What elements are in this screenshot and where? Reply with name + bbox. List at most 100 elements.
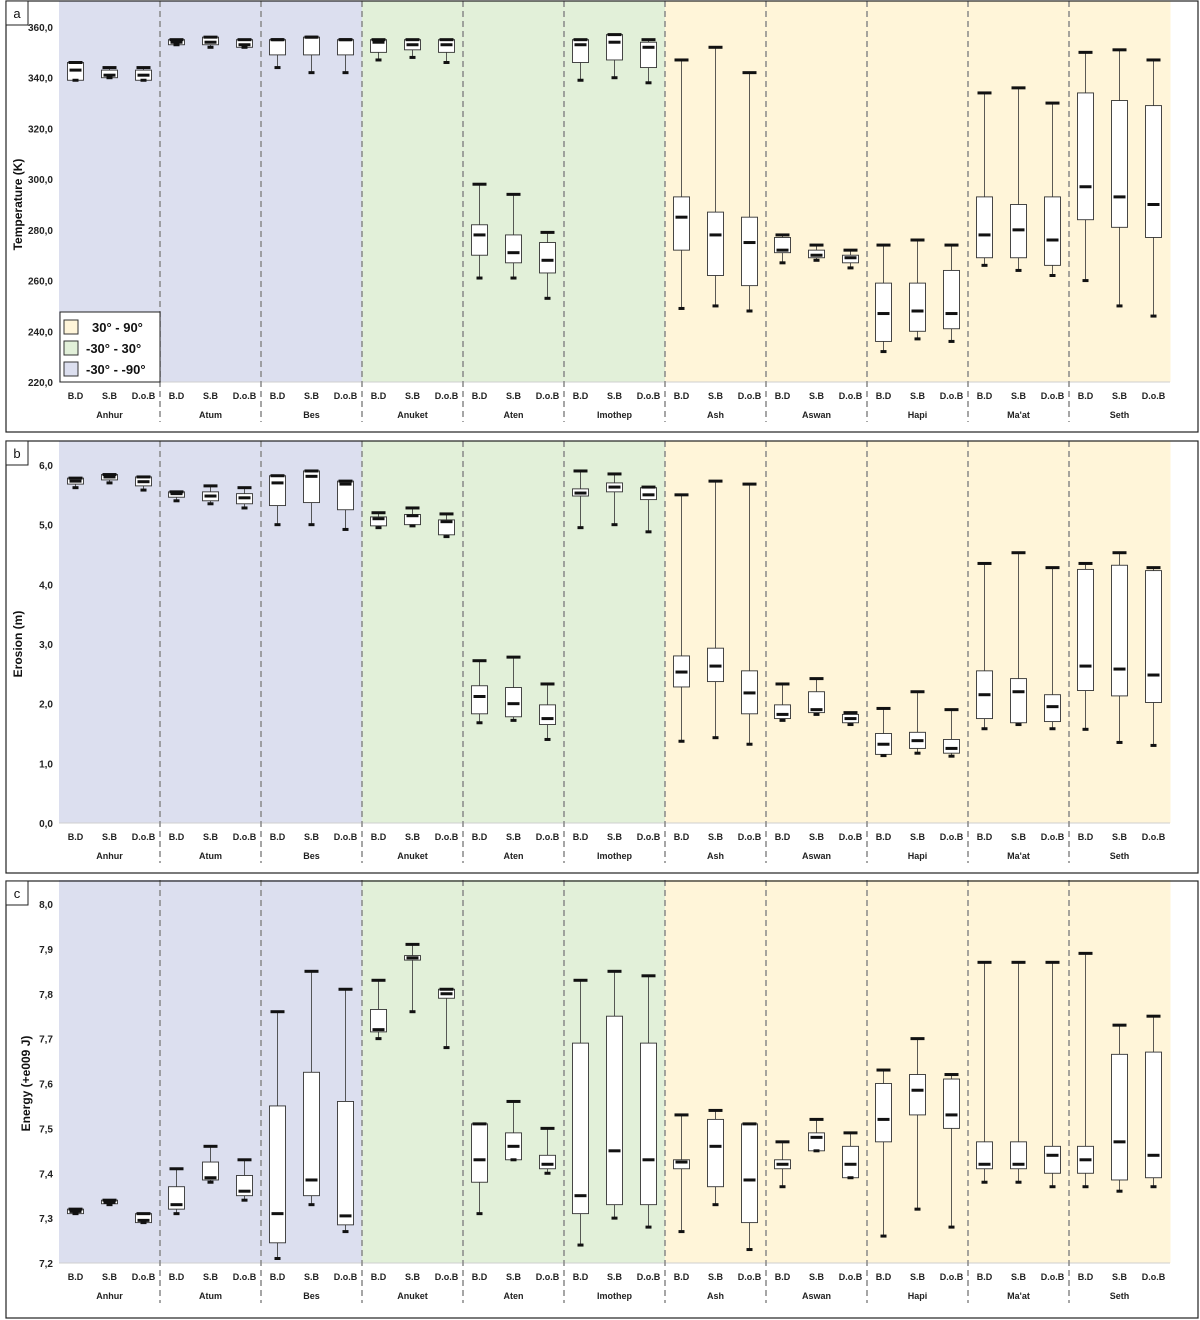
- x-tick-label: B.D: [775, 1272, 791, 1282]
- y-tick-label: 340,0: [28, 74, 53, 85]
- box-dob: D.o.B: [1142, 58, 1166, 401]
- group-label: Anuket: [397, 410, 428, 420]
- box-iqr: [539, 242, 556, 274]
- box-bd: B.D: [168, 38, 185, 401]
- box-sb: S.B: [707, 1108, 724, 1282]
- panel-c: 7,2 7,3 7,4 7,5 7,6 7,7 7,8 7,9 8,0 Energy (+e009…: [5, 880, 1199, 1319]
- box-sb: S.B: [606, 472, 623, 842]
- box-bd: B.D: [774, 233, 791, 401]
- x-tick-label: S.B: [910, 1272, 926, 1282]
- y-tick-label: 7,2: [39, 1259, 53, 1270]
- group-anhur: B.D S.B D.o.B Anhur: [67, 473, 156, 861]
- box-bd: B.D: [875, 1068, 892, 1282]
- group-label: Aswan: [802, 410, 831, 420]
- panel-letter-box: [5, 440, 29, 466]
- x-tick-label: S.B: [1112, 832, 1128, 842]
- box-dob: D.o.B: [940, 708, 964, 842]
- legend-label-south: -30° - -90°: [86, 362, 146, 377]
- box-iqr: [741, 216, 758, 287]
- x-tick-label: B.D: [270, 832, 286, 842]
- box-bd: B.D: [370, 38, 387, 401]
- panel-letter-box: [5, 880, 29, 906]
- group-seth: B.D S.B D.o.B Seth: [1077, 48, 1166, 420]
- group-label: Ma'at: [1007, 410, 1030, 420]
- panel-letter-box: [5, 0, 29, 26]
- box-sb: S.B: [1010, 86, 1027, 401]
- group-imothep: B.D S.B D.o.B Imothep: [572, 33, 661, 420]
- box-bd: B.D: [471, 659, 488, 842]
- box-iqr: [1044, 196, 1061, 266]
- group-label: Anuket: [397, 1291, 428, 1301]
- box-iqr: [1044, 1145, 1061, 1174]
- box-iqr: [875, 1083, 892, 1143]
- group-label: Anhur: [96, 1291, 123, 1301]
- box-iqr: [741, 1123, 758, 1224]
- group-label: Anhur: [96, 851, 123, 861]
- box-iqr: [370, 516, 387, 527]
- y-tick-label: 7,9: [39, 945, 53, 956]
- zone-background-north: [766, 880, 868, 1263]
- group-atum: B.D S.B D.o.B Atum: [168, 484, 257, 861]
- panel-letter: b: [13, 446, 20, 461]
- box-dob: D.o.B: [435, 987, 459, 1282]
- panel-b: 0,0 1,0 2,0 3,0 4,0 5,0 6,0 Erosion (m) B.D S.B D.…: [5, 440, 1199, 874]
- x-tick-label: D.o.B: [536, 832, 560, 842]
- y-tick-label: 220,0: [28, 378, 53, 389]
- box-iqr: [808, 1132, 825, 1152]
- x-tick-label: D.o.B: [637, 832, 661, 842]
- x-tick-label: B.D: [169, 391, 185, 401]
- group-label: Seth: [1110, 410, 1130, 420]
- x-tick-label: B.D: [68, 391, 84, 401]
- x-tick-label: B.D: [169, 832, 185, 842]
- box-bd: B.D: [67, 476, 84, 842]
- zone-background-equator: [362, 1, 464, 382]
- zone-background-equator: [463, 441, 565, 823]
- x-tick-label: S.B: [1011, 1272, 1027, 1282]
- y-tick-label: 5,0: [39, 521, 53, 532]
- box-iqr: [471, 224, 488, 256]
- y-tick-label: 0,0: [39, 819, 53, 830]
- x-tick-label: B.D: [371, 391, 387, 401]
- group-label: Ma'at: [1007, 1291, 1030, 1301]
- x-tick-label: D.o.B: [233, 391, 257, 401]
- group-label: Hapi: [908, 851, 928, 861]
- box-sb: S.B: [606, 969, 623, 1282]
- box-bd: B.D: [168, 1167, 185, 1282]
- box-dob: D.o.B: [1041, 960, 1065, 1282]
- box-iqr: [505, 234, 522, 264]
- x-tick-label: D.o.B: [1041, 832, 1065, 842]
- x-tick-label: D.o.B: [233, 832, 257, 842]
- box-iqr: [1111, 1053, 1128, 1181]
- x-tick-label: B.D: [977, 391, 993, 401]
- box-sb: S.B: [1111, 48, 1128, 401]
- group-aswan: B.D S.B D.o.B Aswan: [774, 233, 863, 420]
- x-tick-label: B.D: [472, 391, 488, 401]
- group-seth: B.D S.B D.o.B Seth: [1077, 951, 1166, 1301]
- x-tick-label: S.B: [1011, 832, 1027, 842]
- zone-background-north: [766, 441, 868, 823]
- y-tick-label: 3,0: [39, 640, 53, 651]
- box-iqr: [640, 1042, 657, 1206]
- y-tick-label: 4,0: [39, 580, 53, 591]
- x-tick-label: B.D: [876, 832, 892, 842]
- box-iqr: [1010, 678, 1027, 724]
- box-iqr: [303, 1071, 320, 1197]
- x-tick-label: B.D: [371, 832, 387, 842]
- group-label: Ash: [707, 410, 724, 420]
- box-sb: S.B: [505, 655, 522, 842]
- box-iqr: [1111, 100, 1128, 228]
- group-label: Bes: [303, 1291, 320, 1301]
- x-tick-label: B.D: [270, 391, 286, 401]
- box-bd: B.D: [673, 493, 690, 842]
- box-dob: D.o.B: [435, 512, 459, 842]
- zone-background-south: [160, 1, 262, 382]
- box-iqr: [1010, 1141, 1027, 1170]
- box-bd: B.D: [875, 243, 892, 401]
- box-bd: B.D: [269, 1010, 286, 1282]
- box-iqr: [471, 1123, 488, 1183]
- box-dob: D.o.B: [536, 682, 560, 842]
- x-tick-label: S.B: [910, 832, 926, 842]
- box-iqr: [1077, 568, 1094, 691]
- box-iqr: [202, 1161, 219, 1181]
